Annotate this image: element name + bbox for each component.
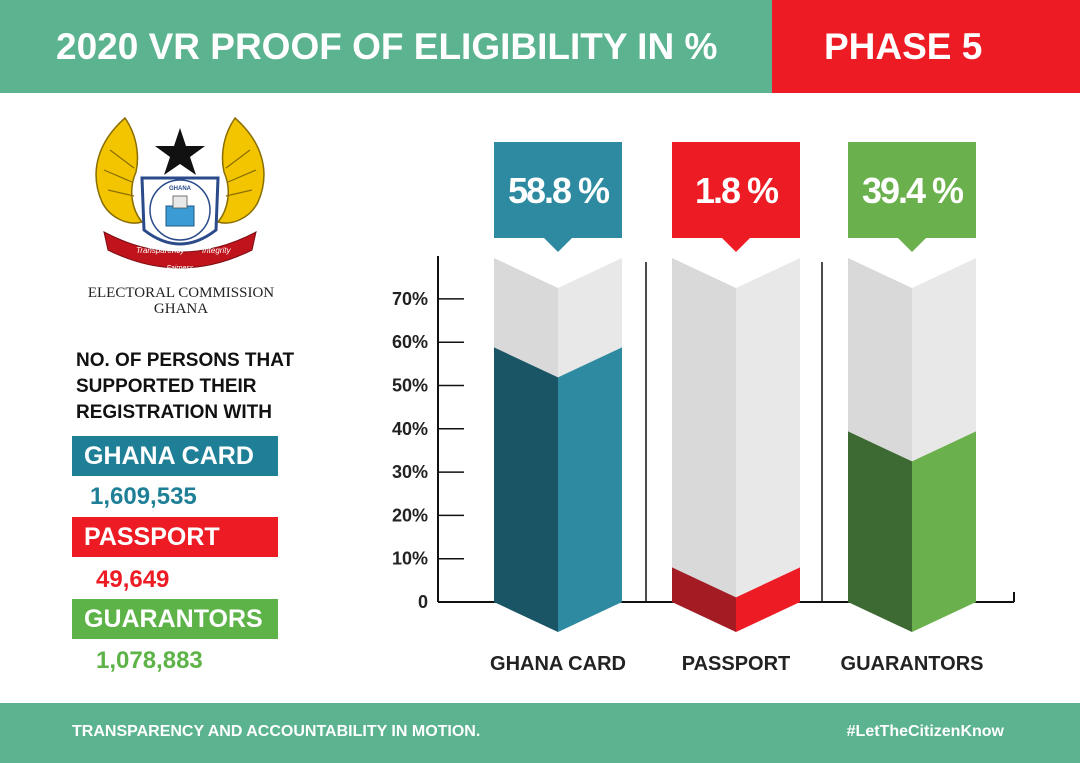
svg-text:GHANA: GHANA	[169, 186, 192, 192]
footer-hashtag: #LetTheCitizenKnow	[846, 723, 1004, 740]
ghana-card-badge: GHANA CARD	[72, 436, 278, 476]
y-tick-label: 60%	[392, 332, 428, 352]
intro-text: NO. OF PERSONS THAT SUPPORTED THEIR REGI…	[76, 350, 295, 423]
y-tick-label: 0	[418, 592, 428, 612]
svg-text:Fairness: Fairness	[167, 265, 194, 272]
bar-track	[736, 258, 800, 632]
bar-track	[672, 258, 736, 632]
bar-0-left-face	[494, 347, 558, 632]
chart-title: 2020 VR PROOF OF ELIGIBILITY IN %	[0, 0, 772, 93]
y-tick-label: 40%	[392, 419, 428, 439]
bar-1-left-face	[672, 567, 736, 632]
star-icon	[155, 128, 205, 175]
phase-label: PHASE 5	[772, 0, 1080, 93]
value-callout	[494, 142, 622, 252]
svg-text:Transparency: Transparency	[136, 246, 185, 255]
organization-name: ELECTORAL COMMISSION GHANA	[87, 285, 275, 317]
bar-chart: 0 10% 20% 30% 40% 50% 60% 70% 58.8 % GHANA CARD 1.…	[392, 142, 1015, 675]
guarantors-count: 1,078,883	[96, 647, 203, 674]
svg-text:Integrity: Integrity	[202, 246, 231, 255]
footer-slogan: TRANSPARENCY AND ACCOUNTABILITY IN MOTIO…	[72, 723, 481, 740]
bar-2-left-face	[848, 431, 912, 632]
ghana-card-count: 1,609,535	[90, 483, 197, 510]
value-label: 58.8 %	[508, 170, 610, 211]
y-tick-label: 50%	[392, 376, 428, 396]
category-label: GHANA CARD	[490, 653, 626, 675]
y-tick-label: 20%	[392, 505, 428, 525]
bar-2-right-face	[912, 431, 976, 632]
passport-count: 49,649	[96, 566, 170, 593]
bar-1-right-face	[736, 567, 800, 632]
y-tick-label: 70%	[392, 289, 428, 309]
footer-bar: TRANSPARENCY AND ACCOUNTABILITY IN MOTIO…	[0, 703, 1080, 763]
value-callout	[848, 142, 976, 252]
value-callout	[672, 142, 800, 252]
value-label: 1.8 %	[695, 170, 779, 211]
y-tick-label: 10%	[392, 549, 428, 569]
electoral-commission-logo: GHANA Transparency Integrity Fairness	[95, 116, 265, 272]
bar-0-right-face	[558, 347, 622, 632]
value-label: 39.4 %	[862, 170, 964, 211]
category-label: PASSPORT	[682, 653, 791, 675]
passport-badge: PASSPORT	[72, 517, 278, 557]
category-label: GUARANTORS	[841, 653, 984, 675]
y-tick-label: 30%	[392, 462, 428, 482]
guarantors-badge: GUARANTORS	[72, 599, 278, 639]
